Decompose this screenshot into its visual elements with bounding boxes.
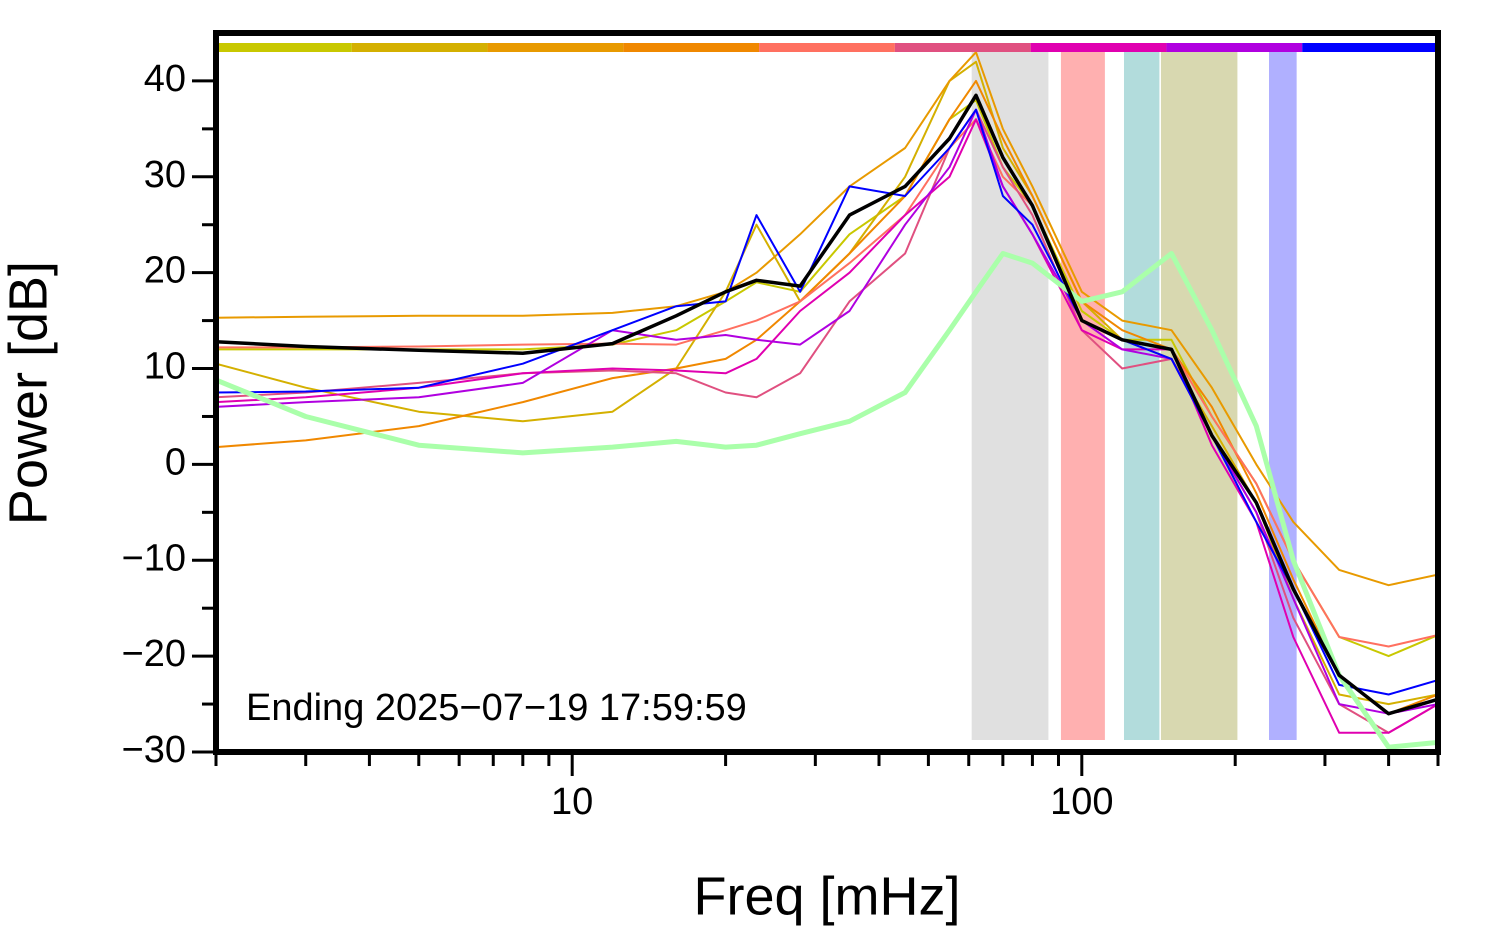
y-tick-label: −20 bbox=[122, 633, 186, 675]
series-line bbox=[216, 118, 1438, 648]
series-line bbox=[216, 93, 1438, 716]
y-tick-label: 30 bbox=[144, 154, 186, 196]
series-line bbox=[216, 251, 1438, 750]
plot-lines bbox=[216, 51, 1438, 750]
x-tick-label: 100 bbox=[1050, 781, 1113, 823]
series-line bbox=[216, 108, 1438, 696]
y-tick-label: 40 bbox=[144, 58, 186, 100]
frequency-band bbox=[1123, 52, 1160, 740]
y-tick-label: 10 bbox=[144, 346, 186, 388]
y-tick-label: 20 bbox=[144, 250, 186, 292]
color-bar-segment bbox=[216, 43, 352, 52]
plot-frame bbox=[213, 30, 1441, 755]
color-bar-segment bbox=[894, 43, 1031, 52]
x-tick-label: 10 bbox=[551, 781, 593, 823]
frequency-band bbox=[971, 52, 1049, 740]
color-bar-segment bbox=[487, 43, 624, 52]
series-line bbox=[216, 108, 1438, 715]
x-axis-label: Freq [mHz] bbox=[693, 866, 960, 926]
color-bar-segment bbox=[1166, 43, 1303, 52]
series-line bbox=[216, 79, 1438, 715]
frequency-band bbox=[1060, 52, 1105, 740]
color-bar-segment bbox=[1302, 43, 1438, 52]
color-bar-segment bbox=[351, 43, 488, 52]
color-bar-segment bbox=[623, 43, 760, 52]
color-bar-segment bbox=[1030, 43, 1167, 52]
series-line bbox=[216, 60, 1438, 706]
y-tick-label: −10 bbox=[122, 537, 186, 579]
color-bar-segment bbox=[759, 43, 895, 52]
y-tick-label: −30 bbox=[122, 729, 186, 771]
annotation: Ending 2025−07−19 17:59:59 bbox=[246, 687, 747, 729]
frequency-band bbox=[1269, 52, 1297, 740]
y-tick-label: 0 bbox=[165, 441, 186, 483]
series-line bbox=[216, 99, 1438, 658]
series-line bbox=[216, 118, 1438, 734]
y-axis-label: Power [dB] bbox=[0, 261, 58, 525]
series-line bbox=[216, 51, 1438, 587]
